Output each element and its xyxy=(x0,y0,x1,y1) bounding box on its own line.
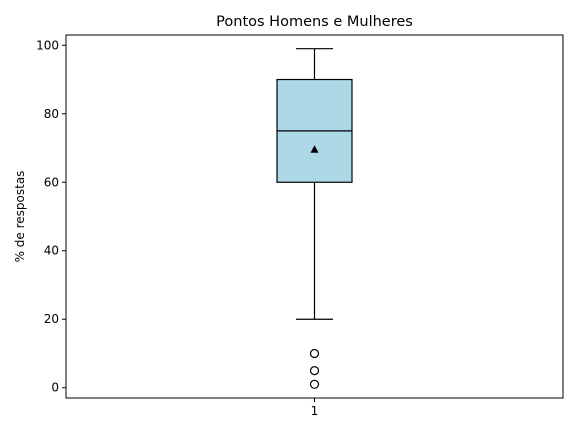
y-tick-label: 40 xyxy=(44,244,59,258)
y-axis-title: % de respostas xyxy=(13,171,27,263)
outlier-point xyxy=(309,366,320,376)
outlier-point xyxy=(309,348,320,359)
y-tick-label: 0 xyxy=(51,381,59,395)
y-tick-label: 20 xyxy=(44,312,59,326)
mean-marker xyxy=(310,145,319,153)
y-tick-label: 100 xyxy=(36,38,59,52)
plot-area: 0 20 40 60 80 100 1 xyxy=(36,38,353,418)
outlier-point xyxy=(309,379,320,389)
x-tick-label: 1 xyxy=(311,404,319,418)
y-tick-label: 60 xyxy=(44,175,59,189)
plot-frame xyxy=(65,34,564,399)
chart-title: Pontos Homens e Mulheres xyxy=(216,14,413,30)
y-tick-label: 80 xyxy=(44,107,59,121)
